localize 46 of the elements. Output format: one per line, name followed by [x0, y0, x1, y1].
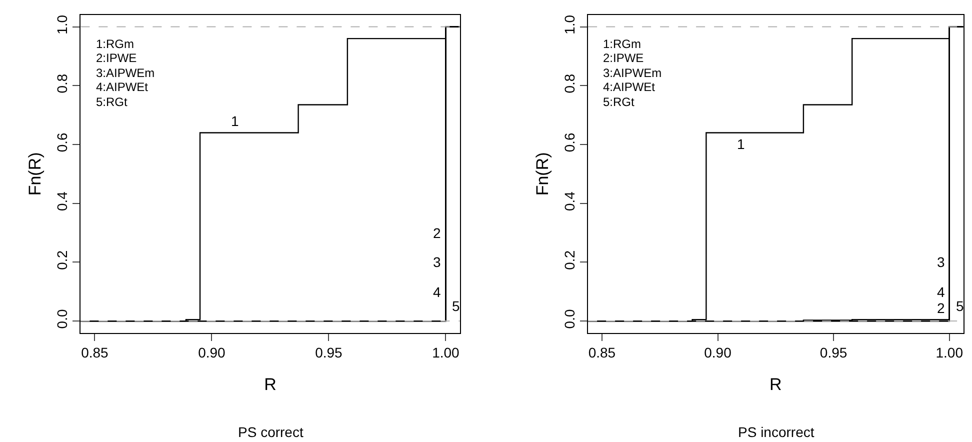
annotation: 2:IPWE	[96, 51, 137, 65]
x-tick-label: 0.90	[198, 344, 226, 361]
y-tick-label: 0.0	[54, 309, 70, 329]
y-tick-label: 0.2	[561, 250, 578, 270]
annotation: 4:AIPWEt	[603, 80, 656, 94]
annotation: 4	[937, 284, 945, 300]
text: PS incorrect	[738, 424, 814, 440]
x-axis-title: R	[770, 375, 782, 394]
annotation: 4	[433, 284, 441, 300]
y-tick-label: 0.4	[561, 191, 578, 211]
annotation: 5:RGt	[603, 95, 636, 109]
x-tick-label: 0.90	[704, 344, 732, 361]
annotation: 2	[937, 300, 945, 316]
y-tick-label: 0.8	[561, 74, 578, 94]
y-tick-label: 0.2	[54, 250, 70, 270]
y-tick-label: 1.0	[54, 14, 70, 34]
y-tick-label: 0.0	[561, 309, 578, 329]
annotation: 2:IPWE	[603, 51, 644, 65]
x-tick-label: 0.95	[315, 344, 343, 361]
y-axis-title: Fn(R)	[26, 152, 45, 196]
annotation: 3	[433, 254, 441, 270]
annotation: 2	[433, 225, 441, 241]
y-tick-label: 0.4	[54, 191, 70, 211]
x-axis-title: R	[264, 375, 276, 394]
y-axis-title: Fn(R)	[533, 152, 552, 196]
y-tick-label: 0.8	[54, 74, 70, 94]
text: PS correct	[238, 424, 304, 440]
annotation: 1:RGm	[603, 37, 642, 51]
annotation: 3	[937, 254, 945, 270]
annotation: 1:RGm	[96, 37, 134, 51]
y-tick-label: 1.0	[561, 14, 578, 34]
x-tick-label: 0.95	[820, 344, 848, 361]
annotation: 1	[231, 113, 239, 129]
annotation: 3:AIPWEm	[96, 66, 155, 80]
y-tick-label: 0.6	[54, 132, 70, 152]
x-tick-label: 0.85	[81, 344, 109, 361]
y-tick-label: 0.6	[561, 132, 578, 152]
x-tick-label: 1.00	[432, 344, 460, 361]
annotation: 1	[737, 136, 745, 152]
annotation: 5	[956, 298, 964, 314]
annotation: 3:AIPWEm	[603, 66, 662, 80]
annotation: 4:AIPWEt	[96, 80, 149, 94]
annotation: 5	[452, 298, 460, 314]
x-tick-label: 1.00	[936, 344, 964, 361]
annotation: 5:RGt	[96, 95, 128, 109]
x-tick-label: 0.85	[588, 344, 616, 361]
